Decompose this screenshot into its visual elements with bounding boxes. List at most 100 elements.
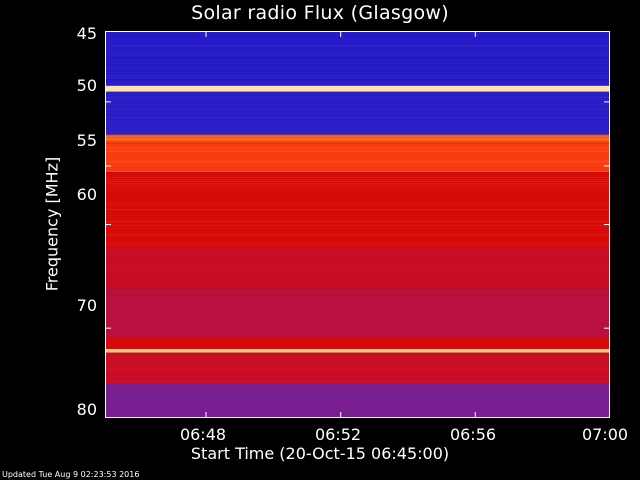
spectrogram-texture-line <box>105 207 610 208</box>
spectrogram-texture-line <box>105 103 610 104</box>
spectrogram-texture-line <box>105 153 610 154</box>
spectrogram-band <box>105 85 610 92</box>
spectrogram-texture-line <box>105 201 610 202</box>
spectrogram-texture-line <box>105 93 610 94</box>
spectrogram-texture-line <box>105 135 610 136</box>
spectrogram-texture-line <box>105 275 610 276</box>
spectrogram-texture-line <box>105 395 610 396</box>
y-tick-label: 45 <box>76 24 97 43</box>
spectrogram-texture-line <box>105 417 610 418</box>
spectrogram-texture-line <box>105 165 610 166</box>
spectrogram-texture-line <box>105 343 610 344</box>
spectrogram-texture-line <box>105 309 610 310</box>
spectrogram-texture-line <box>105 253 610 254</box>
spectrogram-texture-line <box>105 365 610 366</box>
spectrogram-texture-line <box>105 401 610 402</box>
spectrogram-texture-line <box>105 173 610 174</box>
spectrogram-texture-line <box>105 147 610 148</box>
spectrogram-texture-line <box>105 145 610 146</box>
spectrogram-texture-line <box>105 137 610 138</box>
spectrogram-texture-line <box>105 31 610 32</box>
spectrogram-texture-line <box>105 113 610 114</box>
spectrogram-texture-line <box>105 105 610 106</box>
spectrogram-texture-line <box>105 123 610 124</box>
spectrogram-texture-line <box>105 363 610 364</box>
spectrogram-texture-line <box>105 331 610 332</box>
spectrogram-texture-line <box>105 285 610 286</box>
spectrogram-texture-line <box>105 189 610 190</box>
spectrogram-texture-line <box>105 339 610 340</box>
spectrogram-texture-line <box>105 193 610 194</box>
spectrogram-texture-line <box>105 327 610 328</box>
spectrogram-texture-line <box>105 169 610 170</box>
spectrogram-texture-line <box>105 149 610 150</box>
spectrogram-texture-line <box>105 55 610 56</box>
spectrogram-texture-line <box>105 73 610 74</box>
spectrogram-band <box>105 31 610 86</box>
spectrogram-texture-line <box>105 283 610 284</box>
spectrogram-texture-line <box>105 287 610 288</box>
spectrogram-texture-line <box>105 355 610 356</box>
spectrogram-band <box>105 349 610 353</box>
spectrogram-texture-line <box>105 53 610 54</box>
spectrogram-texture-line <box>105 199 610 200</box>
spectrogram-texture-line <box>105 45 610 46</box>
spectrogram-texture-line <box>105 65 610 66</box>
spectrogram-texture-line <box>105 317 610 318</box>
spectrogram-texture-line <box>105 243 610 244</box>
spectrogram-band <box>105 141 610 173</box>
spectrogram-texture-line <box>105 351 610 352</box>
spectrogram-texture-line <box>105 95 610 96</box>
spectrogram-texture-line <box>105 233 610 234</box>
spectrogram-texture-line <box>105 231 610 232</box>
chart-title: Solar radio Flux (Glasgow) <box>191 2 449 24</box>
spectrogram-texture-line <box>105 409 610 410</box>
spectrogram-texture-line <box>105 57 610 58</box>
spectrogram-texture-line <box>105 225 610 226</box>
spectrogram-texture-line <box>105 161 610 162</box>
spectrogram-texture-line <box>105 175 610 176</box>
spectrogram-texture-line <box>105 81 610 82</box>
spectrogram-texture-line <box>105 273 610 274</box>
spectrogram-texture-line <box>105 415 610 416</box>
spectrogram-texture-line <box>105 221 610 222</box>
spectrogram-texture-line <box>105 217 610 218</box>
spectrogram-texture-line <box>105 209 610 210</box>
spectrogram-texture-line <box>105 127 610 128</box>
spectrogram-texture-line <box>105 299 610 300</box>
spectrogram-texture-line <box>105 129 610 130</box>
spectrogram-texture-line <box>105 49 610 50</box>
spectrogram-texture-line <box>105 333 610 334</box>
spectrogram-texture-line <box>105 205 610 206</box>
spectrogram-texture-line <box>105 403 610 404</box>
spectrogram-texture-line <box>105 69 610 70</box>
spectrogram-texture-line <box>105 313 610 314</box>
spectrogram-texture-line <box>105 75 610 76</box>
spectrogram-texture-line <box>105 261 610 262</box>
spectrogram-texture-line <box>105 293 610 294</box>
spectrogram-texture-line <box>105 321 610 322</box>
spectrogram-texture-line <box>105 265 610 266</box>
spectrogram-texture-line <box>105 361 610 362</box>
spectrogram-texture-line <box>105 117 610 118</box>
y-axis-label: Frequency [MHz] <box>42 156 62 292</box>
spectrogram-texture-line <box>105 359 610 360</box>
spectrogram-texture-line <box>105 87 610 88</box>
y-tick-label: 70 <box>76 296 97 315</box>
spectrogram-texture-line <box>105 251 610 252</box>
spectrogram-texture-line <box>105 341 610 342</box>
spectrogram-texture-line <box>105 239 610 240</box>
spectrogram-texture-line <box>105 213 610 214</box>
spectrogram-texture-line <box>105 163 610 164</box>
spectrogram-texture-line <box>105 303 610 304</box>
spectrogram-texture-line <box>105 91 610 92</box>
spectrogram-texture-line <box>105 85 610 86</box>
spectrogram-texture-line <box>105 99 610 100</box>
spectrogram-texture-line <box>105 71 610 72</box>
spectrogram-texture-line <box>105 33 610 34</box>
spectrogram-texture-line <box>105 289 610 290</box>
spectrogram-texture-line <box>105 101 610 102</box>
spectrogram-texture-line <box>105 305 610 306</box>
spectrogram-texture-line <box>105 375 610 376</box>
spectrogram-texture-line <box>105 159 610 160</box>
